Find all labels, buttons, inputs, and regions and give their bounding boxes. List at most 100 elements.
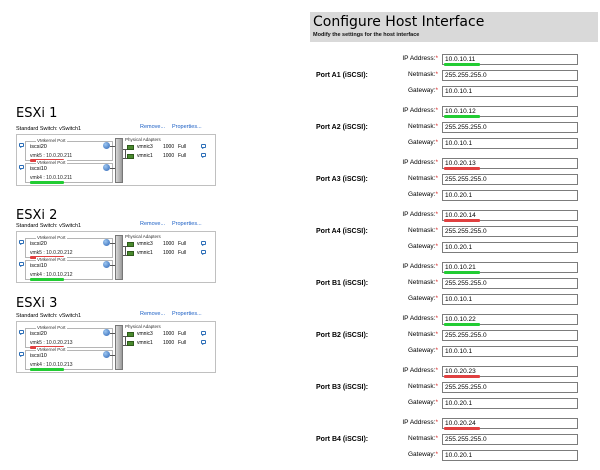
netmask-input[interactable]: [442, 174, 578, 185]
gateway-label-text: Gateway:: [408, 243, 436, 250]
ip-input[interactable]: [442, 210, 578, 221]
port-group[interactable]: VMkernel Port iscsi10 vmk4 : 10.0.10.213: [25, 347, 113, 371]
port-group-caption: VMkernel Port: [36, 160, 67, 165]
required-asterisk: *: [435, 227, 438, 234]
physical-adapter-row[interactable]: vmnic1 1000 Full: [123, 340, 213, 347]
gateway-input[interactable]: [442, 346, 578, 357]
remove-link[interactable]: Remove...: [140, 124, 166, 130]
port-group[interactable]: VMkernel Port iscsi10 vmk4 : 10.0.10.212: [25, 257, 113, 281]
port-group[interactable]: VMkernel Port iscsi20 vmk5 : 10.0.20.211: [25, 138, 113, 162]
green-highlight-underline: [444, 271, 480, 274]
ip-input[interactable]: [442, 54, 578, 65]
adapter-name: vmnic1: [137, 153, 153, 159]
ip-input[interactable]: [442, 366, 578, 377]
port-label: Port B4 (iSCSI):: [316, 436, 369, 443]
comment-icon[interactable]: [201, 331, 206, 336]
netmask-input[interactable]: [442, 330, 578, 341]
port-label: Port A1 (iSCSI):: [316, 72, 368, 79]
gateway-input[interactable]: [442, 86, 578, 97]
physical-adapters-caption: Physical Adapters: [125, 234, 161, 239]
vmkernel-address: vmk4 : 10.0.10.211: [30, 175, 73, 181]
required-asterisk: *: [435, 139, 438, 146]
port-group[interactable]: VMkernel Port iscsi20 vmk5 : 10.0.20.213: [25, 325, 113, 349]
netmask-input[interactable]: [442, 70, 578, 81]
properties-link[interactable]: Properties...: [172, 311, 202, 317]
vmkernel-globe-icon: [103, 261, 110, 268]
comment-icon[interactable]: [201, 153, 206, 158]
config-header: Configure Host Interface Modify the sett…: [310, 12, 598, 42]
physical-adapter-row[interactable]: vmnic1 1000 Full: [123, 250, 213, 257]
comment-icon[interactable]: [201, 340, 206, 345]
ip-label: IP Address:*: [386, 315, 438, 322]
comment-icon[interactable]: [201, 144, 206, 149]
ip-label-text: IP Address:: [402, 211, 436, 218]
adapter-duplex: Full: [178, 340, 187, 346]
ip-label-text: IP Address:: [402, 55, 436, 62]
netmask-input[interactable]: [442, 122, 578, 133]
required-asterisk: *: [435, 123, 438, 130]
gateway-input[interactable]: [442, 242, 578, 253]
ip-input[interactable]: [442, 418, 578, 429]
comment-icon[interactable]: [19, 352, 24, 357]
gateway-input[interactable]: [442, 138, 578, 149]
netmask-input[interactable]: [442, 382, 578, 393]
ip-label-text: IP Address:: [402, 315, 436, 322]
ip-input[interactable]: [442, 158, 578, 169]
adapter-duplex: Full: [178, 153, 187, 159]
remove-link[interactable]: Remove...: [140, 221, 166, 227]
netmask-input[interactable]: [442, 226, 578, 237]
vswitch-panel: Standard Switch: vSwitch1 Remove... Prop…: [16, 221, 216, 283]
comment-icon[interactable]: [19, 240, 24, 245]
gateway-input[interactable]: [442, 294, 578, 305]
comment-icon[interactable]: [201, 241, 206, 246]
adapter-speed: 1000: [163, 144, 175, 150]
nic-icon: [127, 145, 134, 150]
required-asterisk: *: [435, 295, 438, 302]
physical-adapter-row[interactable]: vmnic3 1000 Full: [123, 144, 213, 151]
physical-adapters-caption: Physical Adapters: [125, 324, 161, 329]
netmask-label-text: Netmask:: [408, 383, 436, 390]
ip-input[interactable]: [442, 314, 578, 325]
physical-adapter-row[interactable]: vmnic3 1000 Full: [123, 241, 213, 248]
ip-label: IP Address:*: [386, 211, 438, 218]
netmask-label-text: Netmask:: [408, 227, 436, 234]
ip-input[interactable]: [442, 262, 578, 273]
netmask-label-text: Netmask:: [408, 279, 436, 286]
port-group[interactable]: VMkernel Port iscsi10 vmk4 : 10.0.10.211: [25, 160, 113, 184]
comment-icon[interactable]: [19, 330, 24, 335]
required-asterisk: *: [435, 435, 438, 442]
gateway-input[interactable]: [442, 190, 578, 201]
port-group-caption: VMkernel Port: [36, 257, 67, 262]
netmask-input[interactable]: [442, 278, 578, 289]
vmkernel-address: vmk5 : 10.0.20.212: [30, 250, 73, 256]
properties-link[interactable]: Properties...: [172, 221, 202, 227]
esxi-title: ESXi 2: [16, 208, 58, 223]
port-label: Port B1 (iSCSI):: [316, 280, 369, 287]
port-label: Port A3 (iSCSI):: [316, 176, 368, 183]
physical-adapter-row[interactable]: vmnic3 1000 Full: [123, 331, 213, 338]
physical-adapter-row[interactable]: vmnic1 1000 Full: [123, 153, 213, 160]
vswitch-panel: Standard Switch: vSwitch1 Remove... Prop…: [16, 311, 216, 373]
ip-input[interactable]: [442, 106, 578, 117]
port-group[interactable]: VMkernel Port iscsi20 vmk5 : 10.0.20.212: [25, 235, 113, 259]
comment-icon[interactable]: [19, 262, 24, 267]
adapter-speed: 1000: [163, 331, 175, 337]
port-group-caption: VMkernel Port: [36, 235, 67, 240]
comment-icon[interactable]: [19, 165, 24, 170]
required-asterisk: *: [435, 347, 438, 354]
vmkernel-globe-icon: [103, 142, 110, 149]
netmask-label: Netmask:*: [386, 331, 438, 338]
gateway-input[interactable]: [442, 398, 578, 409]
gateway-label-text: Gateway:: [408, 451, 436, 458]
ip-label-text: IP Address:: [402, 419, 436, 426]
properties-link[interactable]: Properties...: [172, 124, 202, 130]
required-asterisk: *: [435, 383, 438, 390]
required-asterisk: *: [435, 159, 438, 166]
comment-icon[interactable]: [19, 143, 24, 148]
switch-bar: [115, 138, 123, 183]
comment-icon[interactable]: [201, 250, 206, 255]
required-asterisk: *: [435, 55, 438, 62]
gateway-input[interactable]: [442, 450, 578, 461]
remove-link[interactable]: Remove...: [140, 311, 166, 317]
netmask-input[interactable]: [442, 434, 578, 445]
